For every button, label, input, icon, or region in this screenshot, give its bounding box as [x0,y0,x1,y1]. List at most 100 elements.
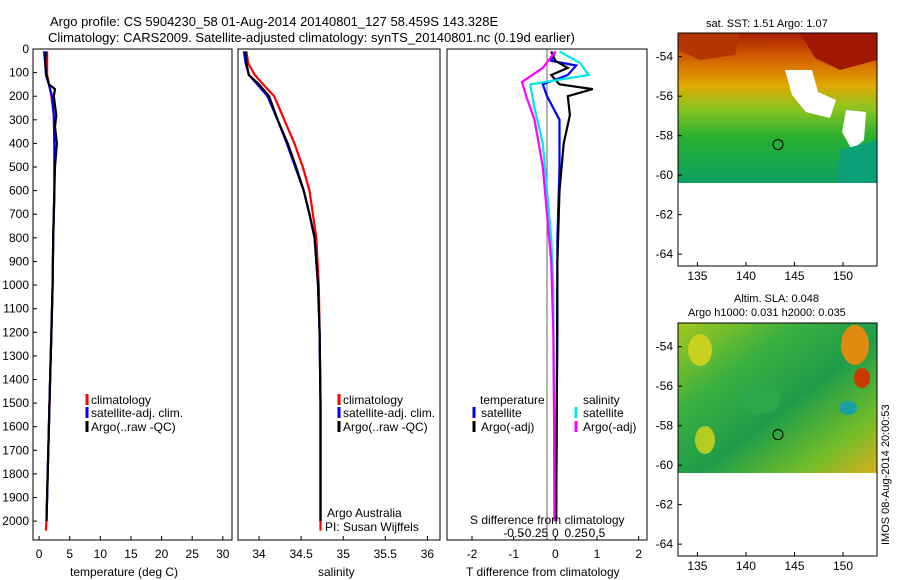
x-tick-label: 5 [66,547,73,561]
argo-position-marker [772,429,784,441]
header-line-2: Climatology: CARS2009. Satellite-adjuste… [48,30,575,45]
legend-argo-label: Argo(..raw -QC) [91,420,176,434]
legend-s-argo-label: Argo(-adj) [583,420,636,434]
map-x-tick-label: 145 [784,559,804,573]
s-tick-label: 0 [552,526,559,540]
sst-missing-patch [785,70,836,118]
s-tick-label: -0.5 [503,526,524,540]
temperature-legend: climatology satellite-adj. clim. Argo(..… [85,393,183,434]
map-y-tick-label: -64 [656,537,674,551]
legend-salinity-title: salinity [583,393,620,407]
y-tick-label: 300 [9,113,29,127]
legend-argo-label: Argo(..raw -QC) [343,420,428,434]
temperature-plot-frame [32,48,233,541]
s-difference-axis-ticks: -0.5-0.25 0 0.25 0.5 [503,526,605,540]
sst-missing-patch [842,110,866,150]
x-tick-label: -2 [467,547,478,561]
legend-climatology-label: climatology [343,393,403,407]
map-y-tick-label: -60 [656,458,674,472]
sst-hot-patch [800,33,877,70]
map-x-tick-label: 150 [833,269,853,283]
sla-anomaly [695,426,715,454]
y-tick-label: 0 [22,42,29,56]
sst-map-panel: sat. SST: 1.51 Argo: 1.07 [656,18,878,283]
x-tick-label: 15 [124,547,138,561]
x-tick-label: 25 [186,547,200,561]
y-tick-label: 400 [9,136,29,150]
legend-climatology-label: climatology [91,393,151,407]
map-y-tick-label: -56 [656,379,674,393]
y-tick-label: 1700 [2,443,29,457]
y-tick-label: 1400 [2,372,29,386]
map-x-tick-label: 135 [687,269,707,283]
y-tick-label: 900 [9,254,29,268]
sla-anomaly [688,334,712,366]
x-tick-label: 2 [635,547,642,561]
x-tick-label: 10 [94,547,108,561]
argo-adj-salinity-line [520,50,557,522]
legend-t-satellite-label: satellite [481,406,522,420]
temperature-axis-label: temperature (deg C) [70,565,178,579]
sla-map-title-1: Altim. SLA: 0.048 [734,293,819,305]
x-tick-label: 30 [216,547,230,561]
map-x-tick-label: 145 [784,269,804,283]
sla-map-panel: Altim. SLA: 0.048 Argo h1000: 0.031 h200… [656,293,878,573]
sst-cool-patch [835,140,877,183]
y-tick-label: 1800 [2,467,29,481]
argo-raw-qc-line [44,51,59,522]
t-difference-label: T difference from climatology [466,565,620,579]
difference-panel: -2 -1 0 1 2 -0.5-0.25 0 0.25 0.5 S difference f… [446,48,648,579]
salinity-plot-frame [237,48,441,541]
map-x-tick-label: 140 [736,269,756,283]
legend-satellite-label: satellite-adj. clim. [91,406,183,420]
credit-line-2: PI: Susan Wijffels [325,520,419,534]
legend-t-argo-label: Argo(-adj) [481,420,534,434]
sla-map-title-2: Argo h1000: 0.031 h2000: 0.035 [688,307,846,319]
s-tick-label: 0.5 [589,526,606,540]
y-tick-label: 100 [9,66,29,80]
s-difference-label: S difference from climatology [470,513,625,527]
salinity-axis-label: salinity [318,565,355,579]
difference-legend: temperature satellite Argo(-adj) salinit… [472,393,636,434]
y-tick-label: 1500 [2,396,29,410]
s-tick-label: 0.25 [564,526,588,540]
x-tick-label: -1 [508,547,519,561]
header-line-1: Argo profile: CS 5904230_58 01-Aug-2014 … [50,14,498,29]
x-tick-label: 0 [36,547,43,561]
y-tick-label: 1300 [2,349,29,363]
argo-raw-qc-line [244,51,322,522]
y-tick-label: 800 [9,231,29,245]
y-tick-label: 600 [9,184,29,198]
difference-series [520,50,594,522]
argo-position-marker [772,139,784,151]
legend-temperature-title: temperature [480,393,545,407]
map-y-tick-label: -54 [656,340,674,354]
map-y-tick-label: -58 [656,129,674,143]
y-tick-label: 500 [9,160,29,174]
y-tick-label: 200 [9,89,29,103]
sst-map-ticks: 135 140 145 150 -54 -56 -58 -60 -62 -64 [656,50,854,283]
argo-adj-temperature-line [549,50,594,522]
map-y-tick-label: -56 [656,89,674,103]
y-tick-label: 1200 [2,325,29,339]
sst-map-title: sat. SST: 1.51 Argo: 1.07 [706,18,828,30]
legend-s-satellite-label: satellite [583,406,624,420]
y-tick-label: 1900 [2,491,29,505]
depth-axis-ticks: 0 100 200 300 400 500 600 700 800 900 1000 1100 1200… [2,42,37,528]
sst-hot-patch [678,33,740,60]
credit-line-1: Argo Australia [327,506,402,520]
temperature-series [42,51,59,531]
map-x-tick-label: 150 [833,559,853,573]
map-y-tick-label: -64 [656,247,674,261]
sst-map-frame [677,32,878,267]
map-y-tick-label: -60 [656,168,674,182]
map-x-tick-label: 135 [687,559,707,573]
imos-timestamp: IMOS 08-Aug-2014 20:00:53 [880,404,892,545]
legend-satellite-label: satellite-adj. clim. [343,406,435,420]
map-y-tick-label: -54 [656,50,674,64]
salinity-axis-ticks: 34 34.5 35 35.5 36 [252,536,434,561]
y-tick-label: 2000 [2,514,29,528]
salinity-legend: climatology satellite-adj. clim. Argo(..… [337,393,435,434]
map-x-tick-label: 140 [736,559,756,573]
